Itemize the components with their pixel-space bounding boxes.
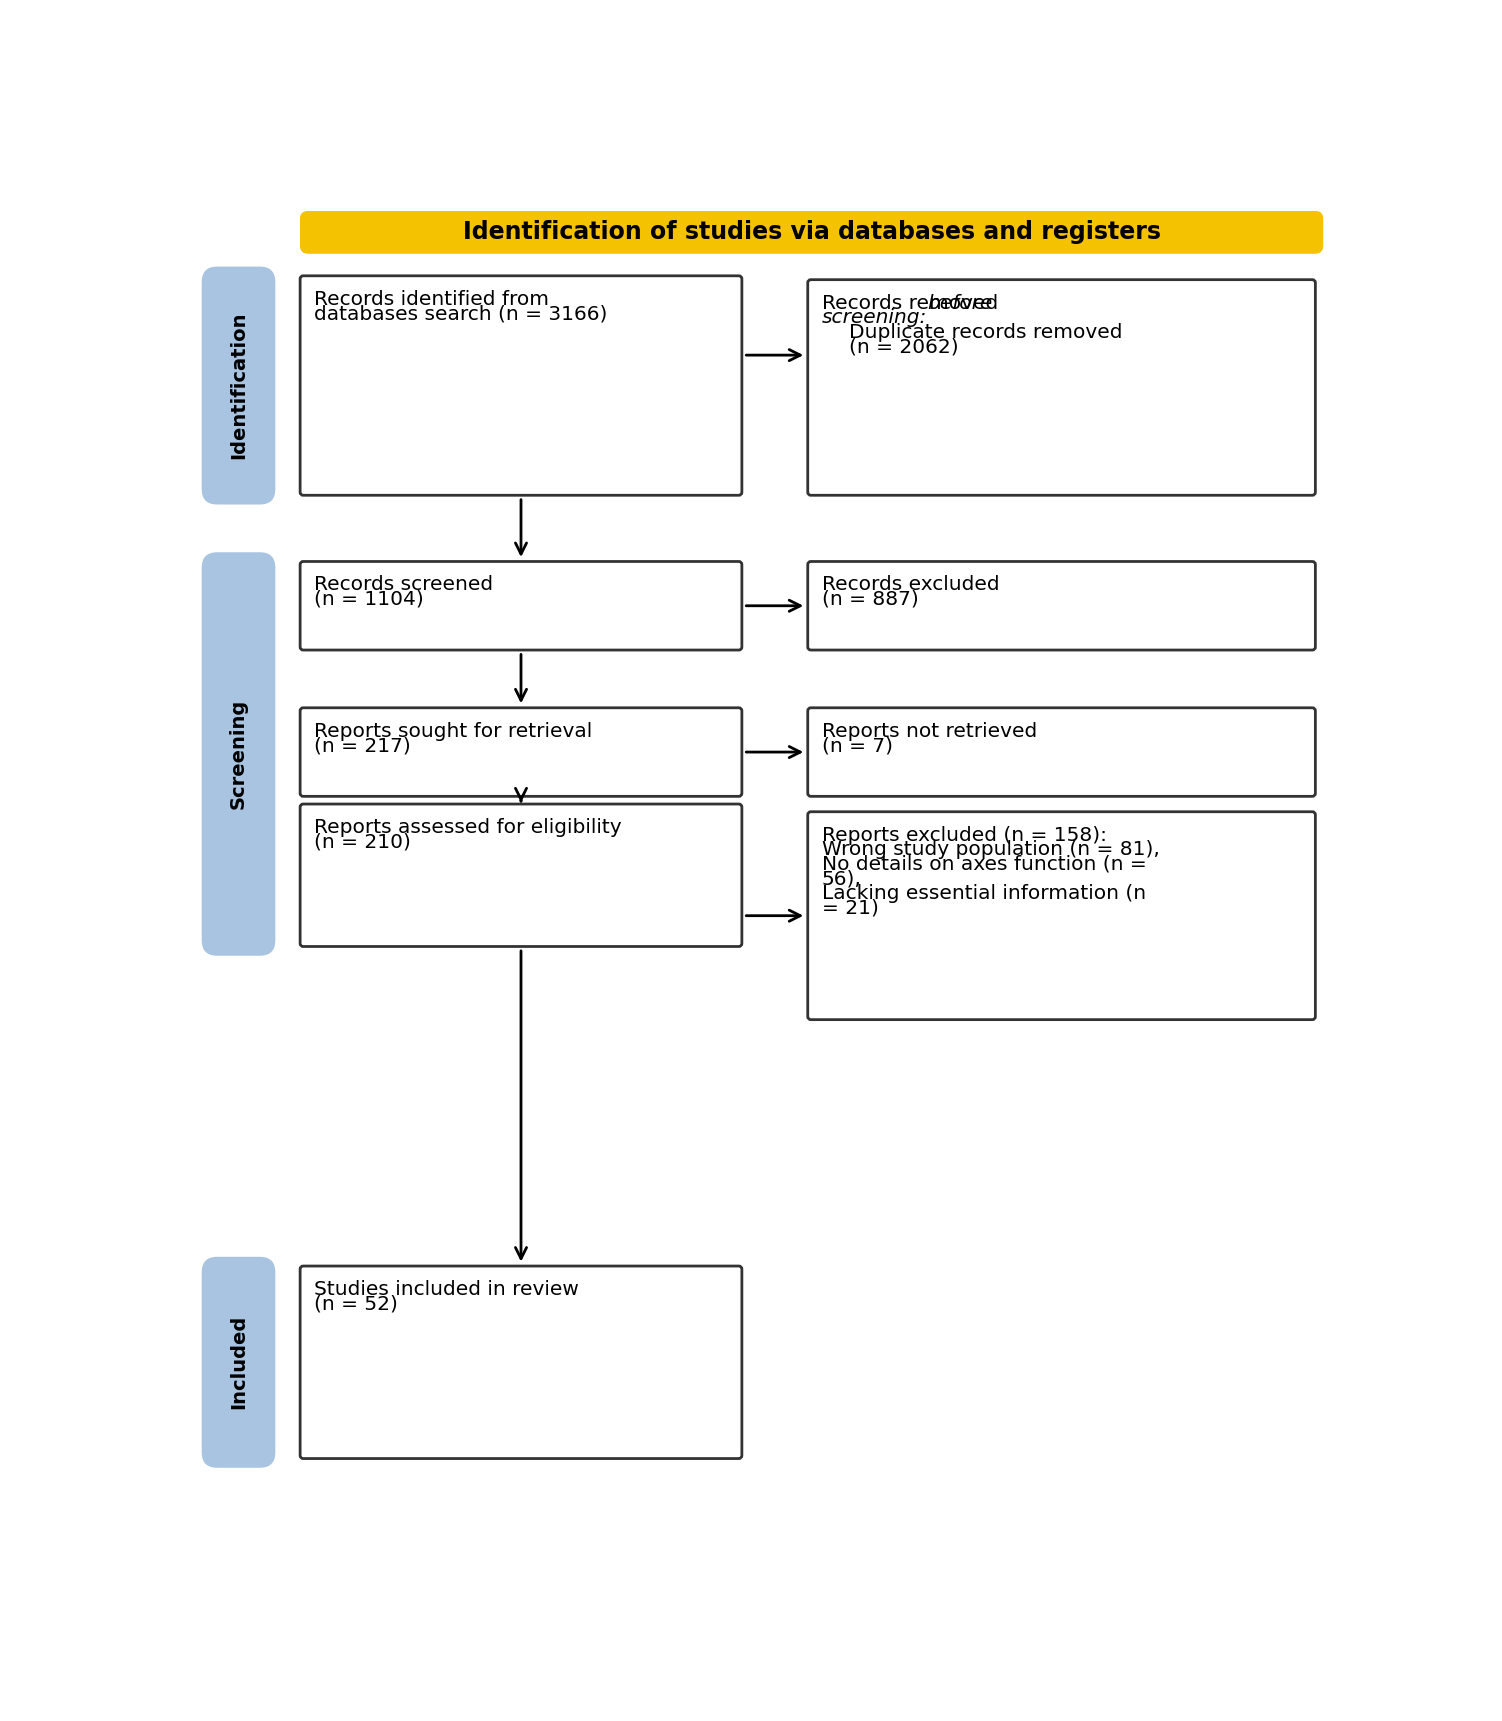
FancyBboxPatch shape [201,267,275,504]
Text: Screening: Screening [228,699,248,809]
FancyBboxPatch shape [300,275,742,496]
FancyBboxPatch shape [808,281,1316,496]
FancyBboxPatch shape [300,707,742,797]
FancyBboxPatch shape [300,212,1323,253]
Text: (n = 52): (n = 52) [314,1294,398,1313]
Text: No details on axes function (n =: No details on axes function (n = [822,855,1146,874]
Text: Identification of studies via databases and registers: Identification of studies via databases … [463,220,1161,244]
Text: Lacking essential information (n: Lacking essential information (n [822,885,1146,904]
Text: Records excluded: Records excluded [822,575,999,594]
Text: (n = 210): (n = 210) [314,833,412,852]
Text: (n = 7): (n = 7) [822,737,892,756]
FancyBboxPatch shape [808,812,1316,1019]
Text: databases search (n = 3166): databases search (n = 3166) [314,305,607,324]
Text: 56),: 56), [822,869,862,888]
Text: (n = 217): (n = 217) [314,737,412,756]
Text: Reports assessed for eligibility: Reports assessed for eligibility [314,817,622,836]
FancyBboxPatch shape [300,212,1323,253]
Text: before: before [927,294,993,313]
Text: Studies included in review: Studies included in review [314,1280,578,1299]
FancyBboxPatch shape [201,552,275,955]
Text: (n = 887): (n = 887) [822,590,918,609]
FancyBboxPatch shape [808,707,1316,797]
Text: Records screened: Records screened [314,575,493,594]
FancyBboxPatch shape [300,804,742,947]
FancyBboxPatch shape [201,1256,275,1468]
Text: Reports not retrieved: Reports not retrieved [822,721,1036,740]
Text: (n = 1104): (n = 1104) [314,590,424,609]
Text: = 21): = 21) [822,898,879,917]
FancyBboxPatch shape [300,561,742,651]
FancyBboxPatch shape [808,561,1316,651]
Text: Duplicate records removed: Duplicate records removed [849,324,1122,342]
Text: Records identified from: Records identified from [314,289,550,308]
Text: Identification: Identification [228,312,248,460]
Text: Reports sought for retrieval: Reports sought for retrieval [314,721,592,740]
Text: Records removed: Records removed [822,294,1005,313]
Text: Wrong study population (n = 81),: Wrong study population (n = 81), [822,840,1160,859]
Text: Included: Included [228,1315,248,1409]
FancyBboxPatch shape [300,1267,742,1458]
Text: Reports excluded (n = 158):: Reports excluded (n = 158): [822,826,1107,845]
Text: screening:: screening: [822,308,927,327]
Text: (n = 2062): (n = 2062) [849,337,958,356]
